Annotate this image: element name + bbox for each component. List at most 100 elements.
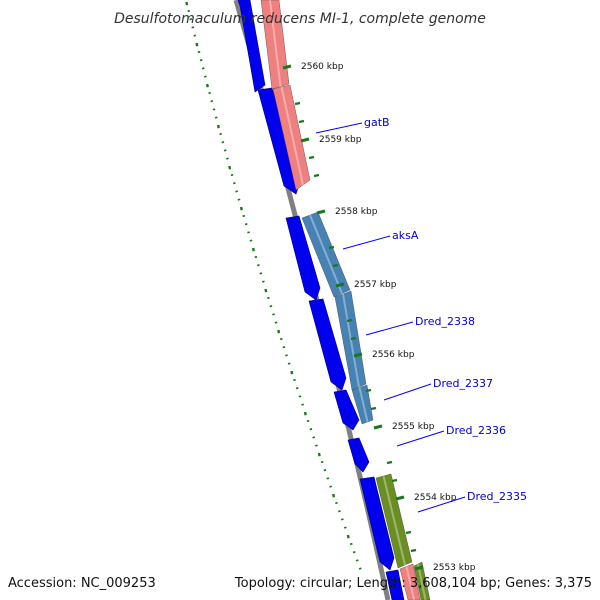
scale-minor-tick [350,336,357,341]
gc-dot [189,18,193,21]
gc-dot [193,34,197,37]
scale-tick-label: 2556 kbp [372,350,415,360]
scale-minor-tick [410,548,417,553]
cog-feature-highlight [417,563,427,600]
gc-dot [320,460,324,464]
gc-dot [298,395,302,398]
scale-tick-label: 2557 kbp [354,280,397,290]
scale-minor-tick [332,263,339,268]
scale-tick-label: 2559 kbp [319,135,362,145]
gc-dot [221,141,225,144]
gc-dot [290,370,294,375]
gc-dot [242,214,246,218]
scale-tick [316,209,326,215]
gene-label[interactable]: Dred_2338 [415,315,475,328]
cog-feature [399,563,421,600]
cog-feature-highlight [342,293,360,388]
gc-dot [239,206,243,211]
cog-feature-highlight [269,0,282,87]
gene-label[interactable]: Dred_2337 [433,377,493,390]
gc-dot [306,419,310,423]
gc-dot [266,296,270,300]
scale-tick-label: 2554 kbp [414,493,457,503]
gc-dot [340,518,344,521]
cds-arrow [359,476,395,571]
gc-dot [295,387,299,390]
cog-track [260,0,431,600]
cds-track [237,0,405,600]
gc-dot [261,280,265,283]
cog-feature-highlight [358,387,369,423]
scale-tick-label: 2560 kbp [301,62,344,72]
cog-feature-highlight [382,475,406,566]
gene-labels: gatB aksA Dred_2338 Dred_2337 Dred_2336 Dred_… [315,116,527,513]
cog-feature [260,0,290,90]
gene-label[interactable]: gatB [364,116,390,129]
gene-label-leader [417,496,466,513]
cds-arrow [333,389,360,431]
cog-feature [413,561,431,600]
gc-dot [226,157,229,160]
gc-dot [312,436,316,439]
gc-dot [337,510,341,513]
scale-minor-tick [370,406,377,411]
gc-dot [256,264,260,267]
gc-dot [317,452,321,457]
scale-ticks: 2560 kbp 2559 kbp 2558 kbp 2557 kbp 2556 kbp… [282,62,476,573]
gc-dot [269,305,273,308]
gc-dot [195,42,199,47]
gene-label[interactable]: Dred_2336 [446,424,506,437]
scale-tick [300,137,310,143]
gc-dot [335,501,338,505]
gc-dot [326,477,330,480]
gene-label-leader [315,122,363,134]
scale-minor-tick [346,318,353,323]
gc-dot [187,9,191,13]
gc-dot [210,100,214,103]
scale-minor-tick [391,478,398,483]
scale-tick [282,64,292,70]
scale-minor-tick [298,119,305,124]
accession-text: Accession: NC_009253 [8,576,156,591]
cog-feature [301,211,351,298]
gc-dot [282,346,286,349]
gc-dot [203,75,207,78]
gc-dot [352,551,356,554]
scale-minor-tick [328,245,335,250]
cds-arrow [285,215,321,301]
gc-dot [201,67,205,70]
gene-label-leader [365,321,414,336]
gc-dot [228,165,232,170]
cds-arrow [347,437,370,473]
cog-feature-highlight [280,86,304,186]
gc-dot [212,108,216,111]
gc-dot [287,362,291,365]
gc-dot [191,26,195,29]
gene-label-leader [383,383,432,401]
gc-dot [244,223,248,226]
cog-feature-highlight [309,214,343,294]
gc-dot [343,526,347,529]
scale-tick [335,282,345,288]
cds-arrow [237,0,266,93]
scale-tick-label: 2553 kbp [433,563,476,573]
gene-label[interactable]: Dred_2335 [467,490,527,503]
gc-dot [230,173,234,177]
scale-tick [395,495,405,501]
scale-minor-tick [405,530,412,535]
cog-feature-highlight [405,566,415,600]
cog-feature [375,473,413,569]
gc-dot [199,59,203,62]
gc-dot [208,91,212,95]
gc-dot [254,255,258,259]
gc-dot [274,321,278,324]
gc-dot [279,337,283,341]
gene-label-leader [396,430,445,447]
gc-dot [219,132,223,136]
gc-dot [272,313,275,316]
gene-label[interactable]: aksA [392,229,419,242]
gc-dot [329,485,333,488]
cog-feature [351,384,374,425]
gc-dot [259,272,263,275]
